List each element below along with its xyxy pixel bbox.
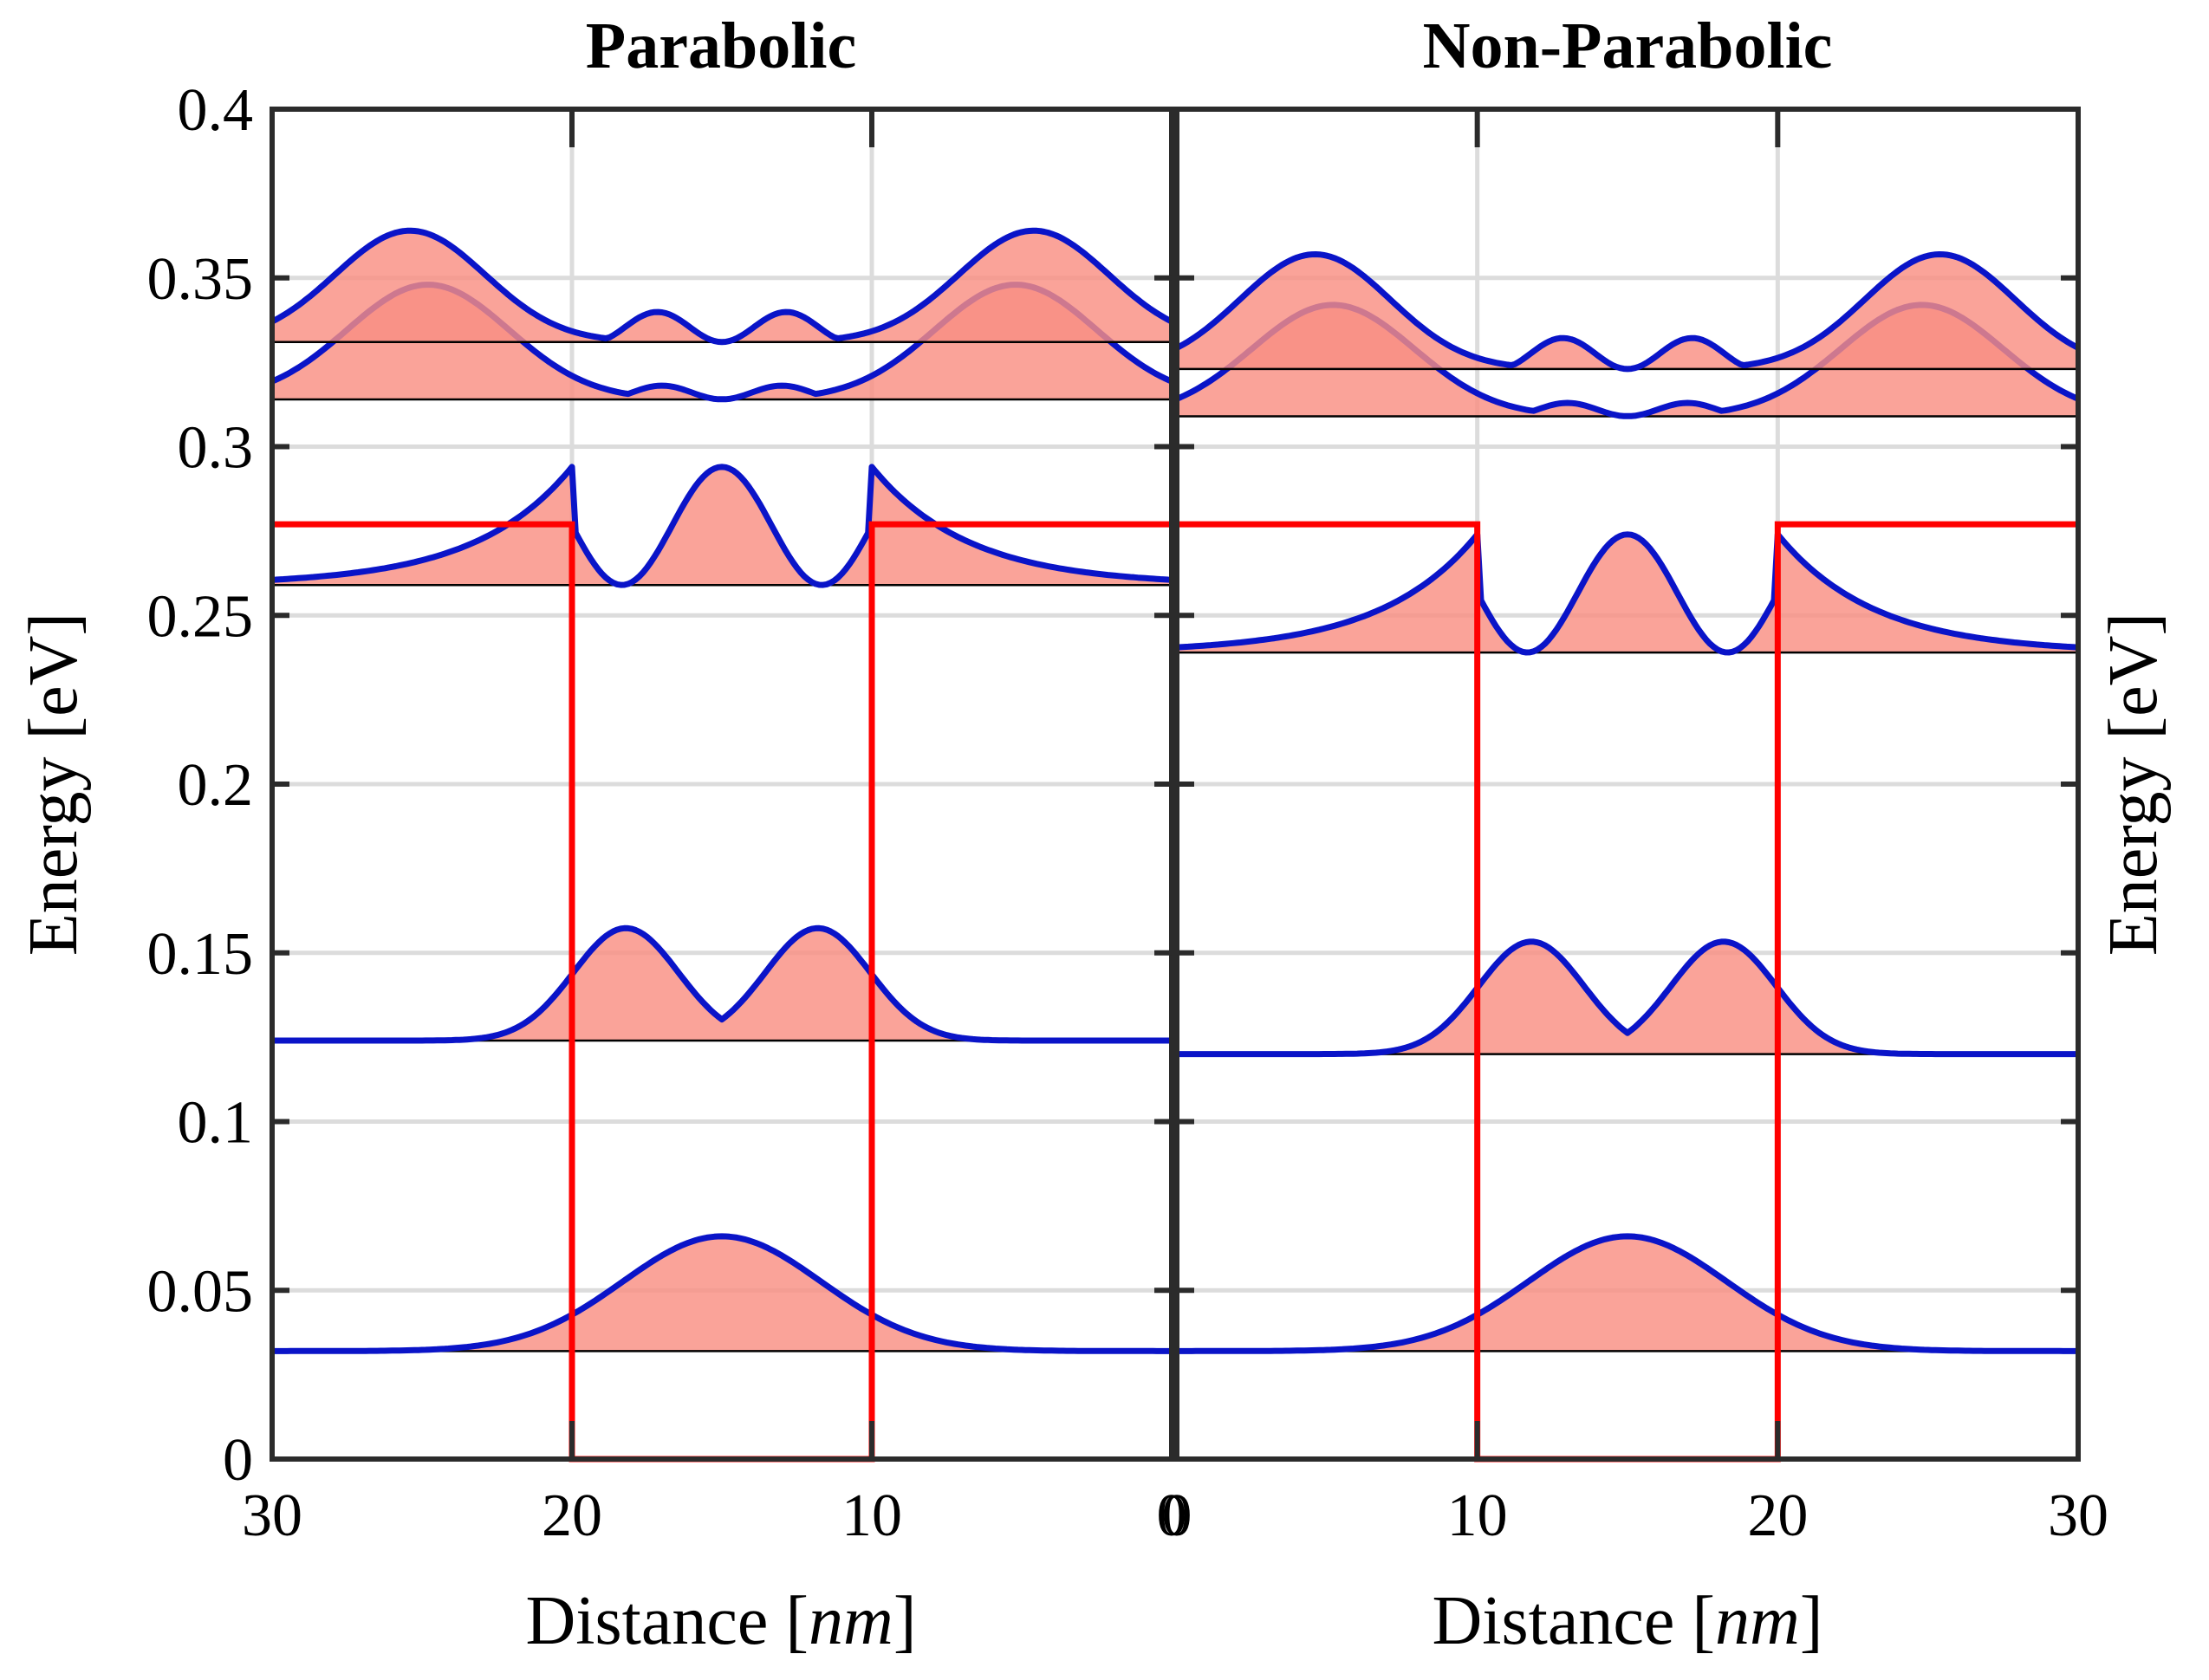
- parabolic-x-tick-label: 0: [1157, 1482, 1187, 1549]
- parabolic-state-1-fill: [272, 1236, 1172, 1352]
- non-parabolic-y-ticks: [1177, 107, 2078, 1462]
- non-parabolic-x-ticks: 0 10 20 30: [1162, 109, 2108, 1549]
- parabolic-y-tick-label: 0.4: [178, 77, 254, 144]
- non-parabolic-state-3-fill: [1177, 534, 2078, 653]
- non-parabolic-title: Non-Parabolic: [1423, 10, 1833, 82]
- parabolic-x-label-unit: nm: [809, 1583, 893, 1659]
- parabolic-x-ticks: 30 20 10 0: [242, 109, 1187, 1549]
- left-y-axis-label: Energy [eV]: [16, 613, 92, 956]
- parabolic-state-3-wavefunction: [271, 464, 1173, 588]
- parabolic-state-2-fill: [272, 928, 1172, 1041]
- non-parabolic-series: [1175, 251, 2080, 1463]
- non-parabolic-x-label-close-bracket: ]: [1800, 1583, 1823, 1659]
- parabolic-y-tick-label: 0.1: [178, 1090, 254, 1157]
- parabolic-state-5-wavefunction: [270, 227, 1173, 346]
- parabolic-x-tick-label: 20: [542, 1482, 602, 1549]
- parabolic-y-tick-label: 0.2: [178, 752, 254, 819]
- parabolic-title: Parabolic: [586, 10, 856, 82]
- parabolic-y-tick-label: 0.3: [178, 415, 254, 482]
- parabolic-y-tick-label: 0.35: [147, 246, 254, 313]
- non-parabolic-state-1-fill: [1177, 1236, 2078, 1352]
- parabolic-y-ticks: 0 0.05 0.1 0.15 0.2 0.25 0.3 0.35 0.4: [147, 77, 1172, 1494]
- parabolic-panel: Parabolic 00.050.10.150.20.250.30.350.4 …: [16, 10, 1187, 1659]
- parabolic-y-tick-label: 0: [223, 1427, 253, 1494]
- parabolic-x-axis-label: Distance [nm]: [526, 1583, 917, 1659]
- non-parabolic-state-1-wavefunction: [1177, 1233, 2078, 1354]
- non-parabolic-state-5-fill: [1177, 254, 2078, 369]
- non-parabolic-state-2-wavefunction: [1177, 938, 2078, 1058]
- parabolic-state-5-fill: [272, 230, 1172, 342]
- non-parabolic-state-5-wavefunction: [1175, 251, 2080, 373]
- non-parabolic-state-3-wavefunction: [1176, 531, 2079, 656]
- parabolic-x-tick-label: 10: [841, 1482, 902, 1549]
- parabolic-state-2-wavefunction: [272, 924, 1172, 1044]
- non-parabolic-state-2-fill: [1177, 941, 2078, 1054]
- non-parabolic-state-4-fill: [1177, 304, 2078, 417]
- non-parabolic-x-tick-label: 0: [1162, 1482, 1192, 1549]
- parabolic-y-tick-label: 0.25: [147, 583, 254, 650]
- non-parabolic-x-label-open-bracket: [: [1692, 1583, 1715, 1659]
- non-parabolic-x-label-text: Distance: [1433, 1583, 1675, 1659]
- parabolic-state-3-fill: [272, 466, 1172, 586]
- parabolic-x-label-open-bracket: [: [785, 1583, 809, 1659]
- parabolic-x-label-close-bracket: ]: [893, 1583, 917, 1659]
- non-parabolic-x-label-unit: nm: [1715, 1583, 1800, 1659]
- parabolic-state-4-fill: [272, 284, 1172, 399]
- non-parabolic-x-tick-label: 20: [1747, 1482, 1808, 1549]
- parabolic-y-tick-label: 0.15: [147, 921, 254, 988]
- parabolic-x-tick-label: 30: [242, 1482, 302, 1549]
- parabolic-series: [270, 227, 1173, 1463]
- right-y-axis-label: Energy [eV]: [2095, 613, 2172, 956]
- non-parabolic-x-tick-label: 10: [1447, 1482, 1508, 1549]
- parabolic-x-label-text: Distance: [526, 1583, 769, 1659]
- parabolic-state-1-wavefunction: [272, 1233, 1172, 1354]
- non-parabolic-x-axis-label: Distance [nm]: [1433, 1583, 1823, 1659]
- parabolic-y-tick-label: 0.05: [147, 1258, 254, 1325]
- non-parabolic-x-tick-label: 30: [2048, 1482, 2108, 1549]
- non-parabolic-panel: Non-Parabolic 0 10 20 30 Distance [nm] Ener…: [1162, 10, 2173, 1659]
